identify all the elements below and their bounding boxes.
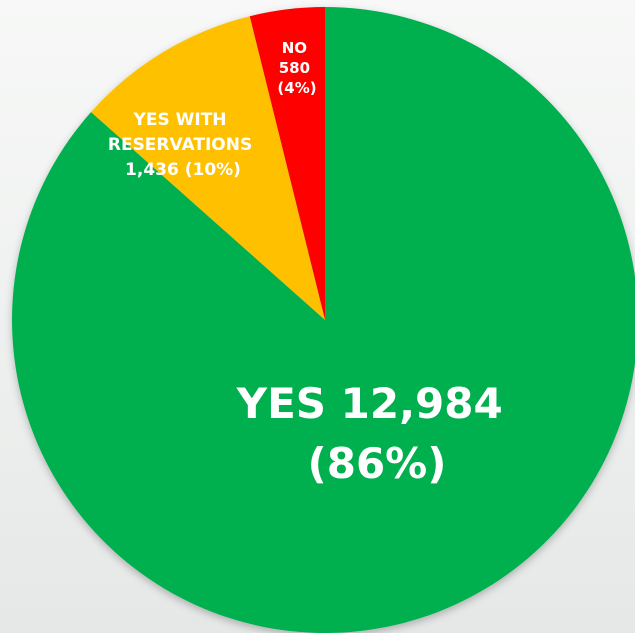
pie-slice-yes <box>12 7 635 633</box>
slice-label-yes: YES 12,984 (86%) <box>236 379 518 488</box>
slice-label-no: NO 580 (4%) <box>277 39 316 97</box>
slice-label-yes-with-reservations: YES WITH RESERVATIONS 1,436 (10%) <box>108 110 258 180</box>
pie-slice-yes-with-reservations <box>91 16 325 320</box>
pie-slice-no <box>249 6 325 320</box>
